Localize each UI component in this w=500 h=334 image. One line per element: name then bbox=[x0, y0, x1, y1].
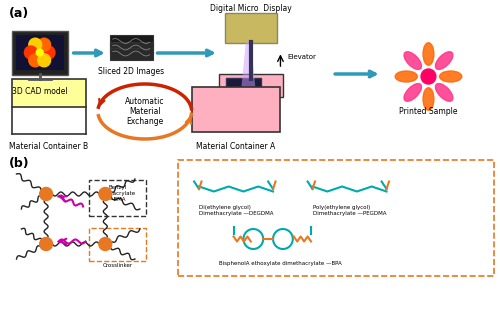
FancyBboxPatch shape bbox=[178, 160, 494, 276]
FancyBboxPatch shape bbox=[110, 47, 152, 59]
Text: Material Container A: Material Container A bbox=[196, 142, 276, 151]
Text: Digital Micro  Display: Digital Micro Display bbox=[210, 4, 292, 13]
Text: (a): (a) bbox=[9, 6, 29, 19]
Ellipse shape bbox=[423, 43, 434, 65]
Circle shape bbox=[38, 38, 51, 51]
FancyBboxPatch shape bbox=[89, 180, 146, 215]
FancyBboxPatch shape bbox=[110, 41, 152, 53]
Text: Sliced 2D Images: Sliced 2D Images bbox=[98, 66, 164, 75]
FancyBboxPatch shape bbox=[225, 13, 276, 42]
Text: Di(ethylene glycol)
Dimethacrylate —DEGDMA: Di(ethylene glycol) Dimethacrylate —DEGD… bbox=[199, 205, 274, 216]
Polygon shape bbox=[241, 41, 256, 92]
FancyBboxPatch shape bbox=[192, 87, 280, 132]
Circle shape bbox=[42, 46, 55, 59]
Ellipse shape bbox=[404, 52, 421, 69]
FancyBboxPatch shape bbox=[12, 30, 68, 75]
Text: Material Container B: Material Container B bbox=[9, 142, 88, 151]
Circle shape bbox=[29, 38, 42, 51]
FancyBboxPatch shape bbox=[226, 78, 260, 94]
Text: Benzyl
Methacrylate
—BMA: Benzyl Methacrylate —BMA bbox=[100, 185, 136, 202]
Circle shape bbox=[24, 46, 37, 59]
Circle shape bbox=[40, 237, 52, 250]
FancyBboxPatch shape bbox=[219, 74, 283, 97]
Ellipse shape bbox=[404, 84, 421, 101]
Text: Poly(ethylene glycol)
Dimethacrylate —PEGDMA: Poly(ethylene glycol) Dimethacrylate —PE… bbox=[312, 205, 386, 216]
Text: Crosslinker: Crosslinker bbox=[102, 263, 132, 268]
FancyBboxPatch shape bbox=[110, 35, 152, 47]
Circle shape bbox=[38, 54, 51, 67]
Ellipse shape bbox=[395, 71, 417, 82]
Text: BisphenolA ethoxylate dimethacrylate —BPA: BisphenolA ethoxylate dimethacrylate —BP… bbox=[219, 262, 342, 267]
FancyBboxPatch shape bbox=[12, 79, 86, 107]
Circle shape bbox=[29, 54, 42, 67]
Text: (b): (b) bbox=[9, 157, 29, 169]
FancyBboxPatch shape bbox=[89, 227, 146, 261]
Ellipse shape bbox=[440, 71, 462, 82]
Ellipse shape bbox=[423, 88, 434, 110]
Ellipse shape bbox=[436, 84, 453, 101]
Text: 3D CAD model: 3D CAD model bbox=[12, 87, 68, 96]
Circle shape bbox=[36, 49, 43, 56]
Circle shape bbox=[99, 187, 112, 200]
Ellipse shape bbox=[436, 52, 453, 69]
Text: Automatic
Material
Exchange: Automatic Material Exchange bbox=[125, 97, 164, 126]
Text: Printed Sample: Printed Sample bbox=[399, 107, 458, 116]
Circle shape bbox=[421, 69, 436, 84]
Text: Elevator: Elevator bbox=[288, 53, 316, 59]
FancyBboxPatch shape bbox=[16, 35, 64, 70]
Circle shape bbox=[99, 237, 112, 250]
Circle shape bbox=[40, 187, 52, 200]
